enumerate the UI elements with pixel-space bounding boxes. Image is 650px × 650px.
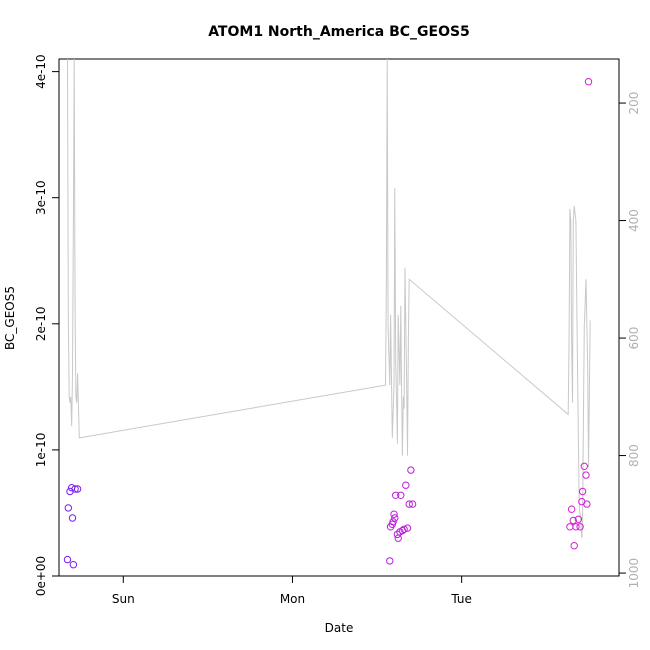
y-tick-label: 4e-10 (34, 54, 48, 89)
y2-tick-label: 600 (627, 327, 641, 350)
data-point (397, 491, 405, 499)
data-point (69, 561, 78, 569)
data-point (583, 500, 591, 508)
data-point (71, 485, 79, 493)
data-point (569, 516, 577, 525)
data-point (574, 515, 583, 523)
y-tick-label: 0e+00 (34, 556, 48, 596)
data-point (386, 557, 394, 565)
data-point (580, 462, 588, 470)
data-point (572, 523, 580, 531)
data-point (392, 491, 400, 499)
data-point (391, 514, 399, 522)
data-point (403, 524, 412, 532)
data-point (407, 466, 415, 474)
data-point (393, 530, 402, 539)
data-point (402, 481, 410, 489)
series-line-trace (67, 58, 591, 538)
x-tick-label: Sun (112, 592, 135, 606)
x-tick-label: Tue (450, 592, 472, 606)
chart-title: ATOM1 North_America BC_GEOS5 (208, 24, 470, 40)
y2-tick-label: 400 (627, 209, 641, 232)
y2-tick-label: 1000 (627, 558, 641, 589)
data-point (570, 542, 578, 550)
data-point (567, 505, 576, 513)
data-point (73, 485, 82, 493)
data-point (576, 523, 584, 531)
x-axis-label: Date (325, 621, 354, 635)
data-point (390, 510, 398, 518)
data-point (408, 500, 417, 508)
data-point (68, 514, 77, 522)
y2-tick-label: 800 (627, 444, 641, 467)
series-line-group (67, 58, 591, 538)
y-axis-right: 200 400 600 800 1000 (618, 92, 641, 589)
data-point (400, 525, 408, 533)
data-point (389, 518, 397, 526)
y-axis-left: 0e+00 1e-10 2e-10 3e-10 4e-10 (34, 54, 60, 596)
y-tick-label: 3e-10 (34, 180, 48, 215)
data-point (63, 555, 72, 564)
y-axis-label: BC_GEOS5 (3, 286, 17, 350)
x-tick-label: Mon (280, 592, 305, 606)
series-points-group (63, 78, 593, 569)
data-point (582, 471, 590, 479)
data-point (64, 504, 73, 512)
data-point (578, 487, 587, 496)
x-axis: Sun Mon Tue (112, 575, 472, 606)
data-point (405, 500, 413, 508)
data-point (584, 78, 593, 86)
y-tick-label: 1e-10 (34, 433, 48, 468)
y2-tick-label: 200 (627, 92, 641, 115)
y-tick-label: 2e-10 (34, 306, 48, 341)
